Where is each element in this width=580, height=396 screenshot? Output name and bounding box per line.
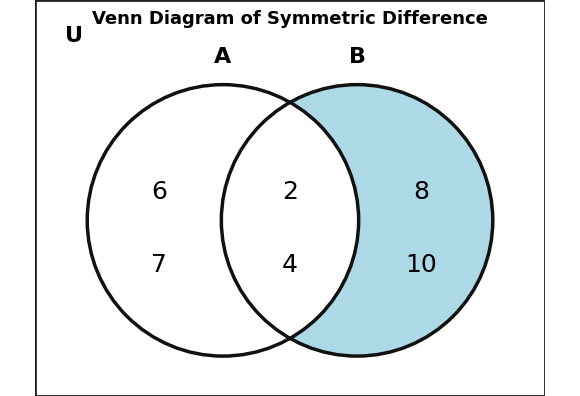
- Text: 10: 10: [405, 253, 437, 277]
- Text: 7: 7: [151, 253, 167, 277]
- Text: A: A: [215, 47, 231, 67]
- Text: 4: 4: [282, 253, 298, 277]
- Text: 8: 8: [413, 180, 429, 204]
- Text: Venn Diagram of Symmetric Difference: Venn Diagram of Symmetric Difference: [92, 10, 488, 28]
- Polygon shape: [290, 85, 493, 356]
- Text: B: B: [349, 47, 365, 67]
- Text: U: U: [66, 26, 84, 46]
- Text: 6: 6: [151, 180, 167, 204]
- Text: 2: 2: [282, 180, 298, 204]
